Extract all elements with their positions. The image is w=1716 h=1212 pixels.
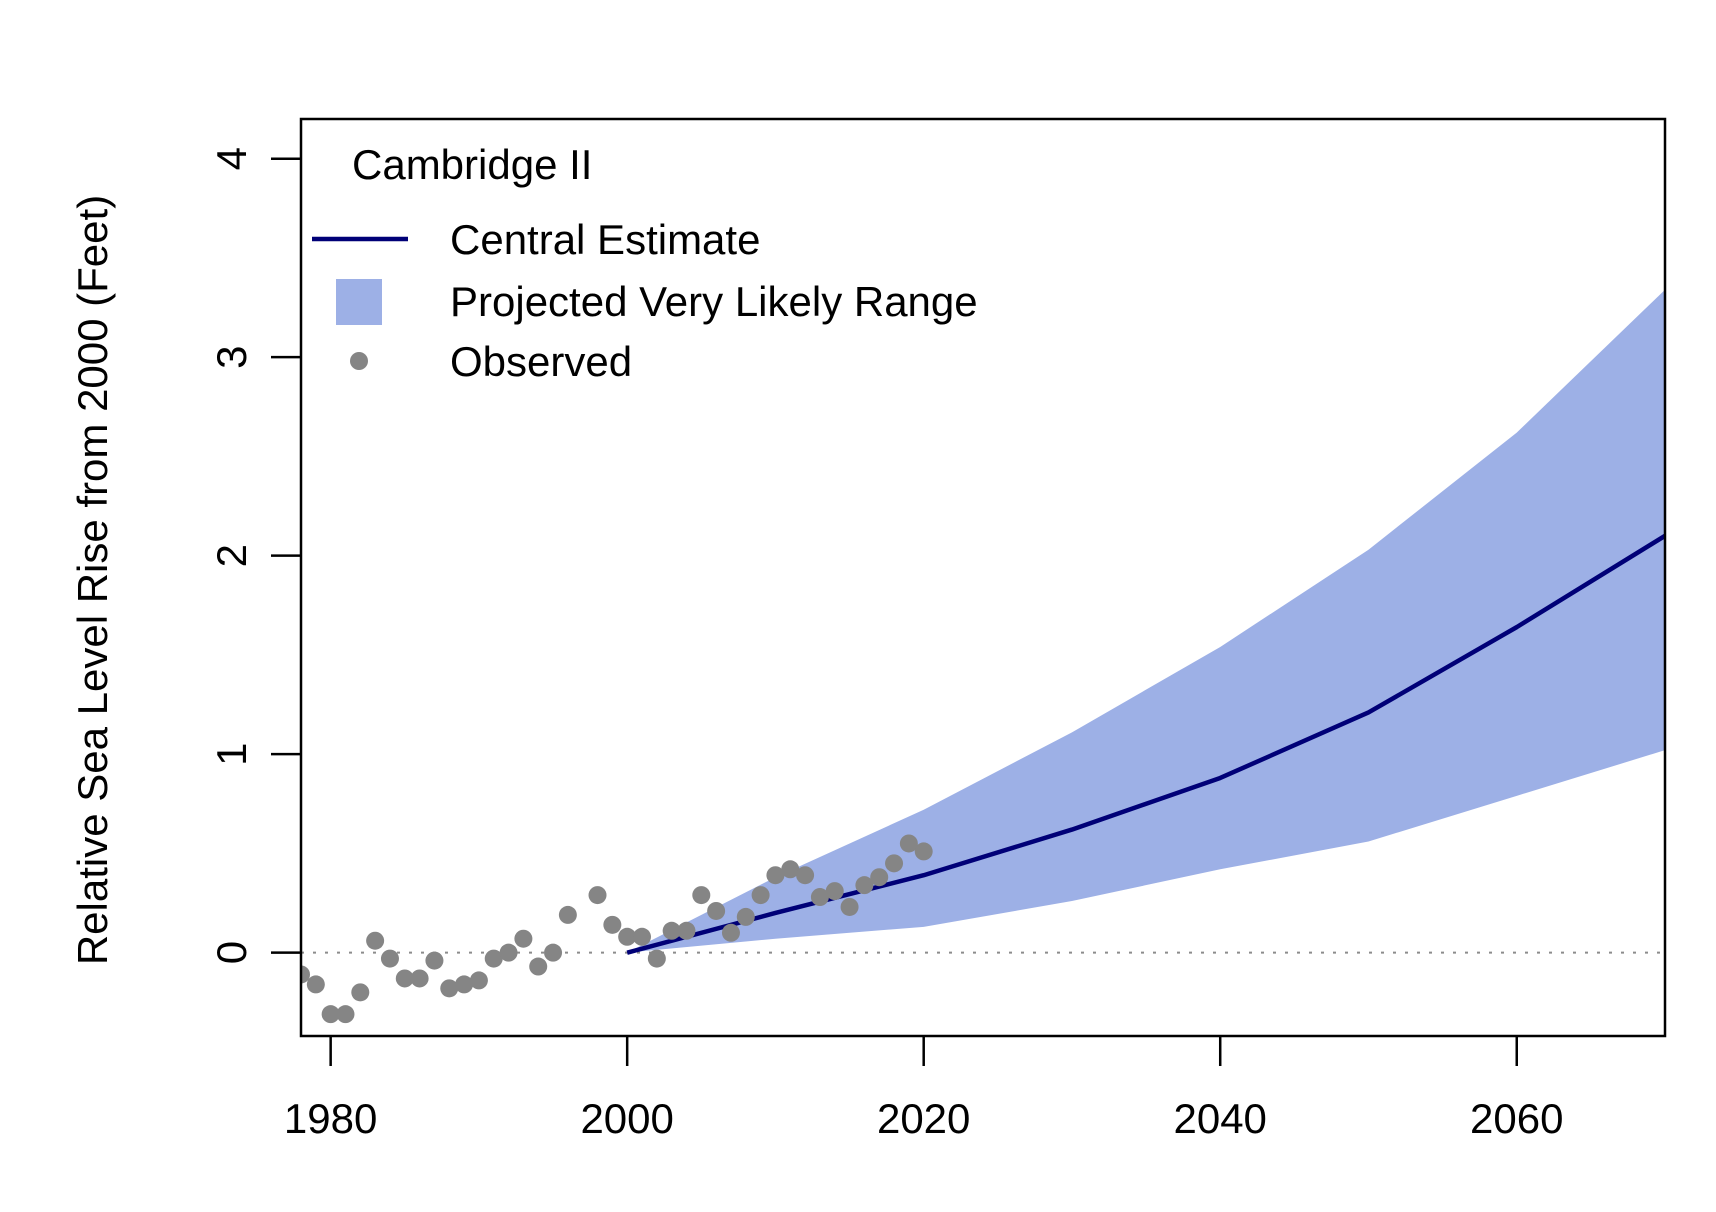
observed-point bbox=[796, 866, 815, 885]
x-tick-label: 2000 bbox=[580, 1095, 673, 1142]
observed-point bbox=[870, 868, 889, 887]
observed-point bbox=[721, 923, 740, 942]
legend-label-observed: Observed bbox=[450, 338, 632, 385]
observed-point bbox=[751, 886, 770, 905]
observed-point bbox=[825, 882, 844, 901]
observed-point bbox=[588, 886, 607, 905]
observed-point bbox=[380, 949, 399, 968]
observed-point bbox=[455, 975, 474, 994]
observed-point bbox=[484, 949, 503, 968]
y-tick-label: 3 bbox=[208, 346, 255, 369]
x-tick-label: 2040 bbox=[1173, 1095, 1266, 1142]
observed-point bbox=[469, 971, 488, 990]
observed-point bbox=[899, 834, 918, 853]
observed-point bbox=[440, 979, 459, 998]
observed-point bbox=[885, 854, 904, 873]
observed-point bbox=[736, 907, 755, 926]
y-axis-title: Relative Sea Level Rise from 2000 (Feet) bbox=[69, 195, 116, 965]
observed-point bbox=[321, 1005, 340, 1024]
observed-point bbox=[301, 965, 310, 984]
observed-point bbox=[618, 927, 637, 946]
observed-point bbox=[914, 842, 933, 861]
observed-point bbox=[499, 943, 518, 962]
legend-title: Cambridge II bbox=[352, 141, 592, 188]
observed-point bbox=[603, 915, 622, 934]
observed-point bbox=[707, 901, 726, 920]
x-axis: 1980 2000 2020 2040 2060 bbox=[284, 1036, 1563, 1142]
observed-point bbox=[677, 921, 696, 940]
observed-point bbox=[351, 983, 370, 1002]
plot-frame bbox=[299, 117, 1667, 1038]
y-tick-label: 0 bbox=[208, 941, 255, 964]
observed-point bbox=[529, 957, 548, 976]
observed-points bbox=[301, 834, 933, 1024]
central-estimate-line bbox=[626, 533, 1665, 955]
x-tick-label: 1980 bbox=[284, 1095, 377, 1142]
observed-point bbox=[766, 866, 785, 885]
observed-point bbox=[410, 969, 429, 988]
observed-point bbox=[366, 931, 385, 950]
legend: Cambridge II Central Estimate Projected … bbox=[312, 141, 978, 385]
observed-point bbox=[662, 921, 681, 940]
observed-point bbox=[855, 876, 874, 895]
observed-point bbox=[336, 1005, 355, 1024]
observed-point bbox=[840, 897, 859, 916]
observed-point bbox=[647, 949, 666, 968]
observed-point bbox=[558, 905, 577, 924]
legend-label-projected-range: Projected Very Likely Range bbox=[450, 278, 978, 325]
observed-point bbox=[633, 927, 651, 946]
observed-point bbox=[425, 951, 444, 970]
legend-swatch-observed bbox=[350, 352, 368, 370]
legend-label-central-estimate: Central Estimate bbox=[450, 216, 760, 263]
observed-point bbox=[514, 929, 533, 948]
y-tick-label: 2 bbox=[208, 544, 255, 567]
observed-point bbox=[306, 975, 325, 994]
y-axis: 0 1 2 3 4 bbox=[208, 147, 301, 964]
x-tick-label: 2060 bbox=[1470, 1095, 1563, 1142]
projected-range-band bbox=[627, 289, 1665, 953]
y-tick-label: 4 bbox=[208, 147, 255, 170]
x-tick-label: 2020 bbox=[877, 1095, 970, 1142]
legend-swatch-projected-range bbox=[336, 279, 382, 325]
observed-point bbox=[544, 943, 563, 962]
y-tick-label: 1 bbox=[208, 742, 255, 765]
observed-point bbox=[810, 888, 829, 907]
observed-point bbox=[781, 860, 800, 879]
observed-point bbox=[692, 886, 711, 905]
observed-point bbox=[395, 969, 414, 988]
